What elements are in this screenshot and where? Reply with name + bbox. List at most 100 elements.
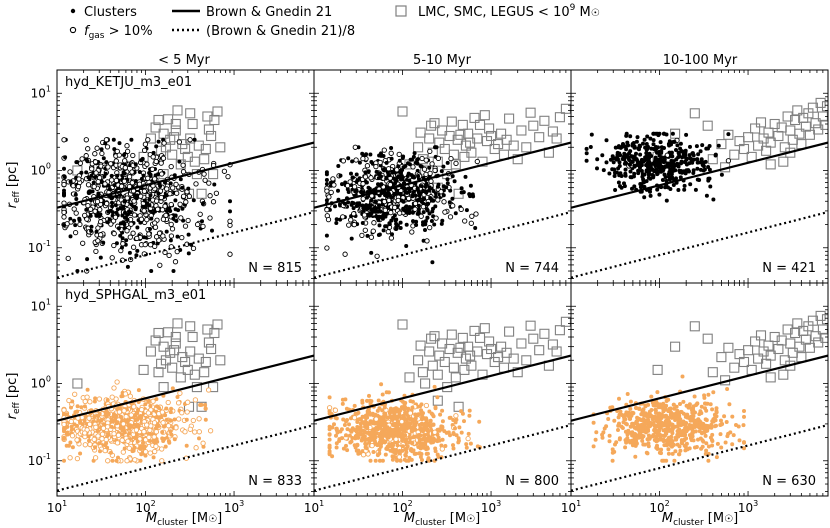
cluster-point (62, 411, 66, 416)
obs-square (512, 154, 523, 165)
cluster-point (344, 443, 348, 448)
cluster-gas-rich (85, 182, 92, 188)
cluster-point (417, 207, 421, 212)
cluster-point (75, 404, 80, 409)
cluster-point (172, 173, 177, 178)
cluster-point (114, 458, 119, 463)
cluster-point (383, 412, 388, 417)
cluster-gas-rich (458, 206, 464, 213)
cluster-gas-rich (387, 181, 393, 188)
obs-square (501, 134, 512, 145)
cluster-point (101, 422, 106, 427)
cluster-point (228, 209, 232, 214)
cluster-point (700, 444, 705, 449)
cluster-gas-rich (80, 240, 86, 246)
cluster-point (346, 190, 351, 194)
cluster-point (688, 182, 693, 187)
obs-square (439, 143, 450, 155)
cluster-gas-rich (111, 385, 117, 391)
cluster-point (364, 180, 369, 185)
obs-square (753, 140, 764, 151)
cluster-gas-rich (207, 428, 214, 434)
obs-square (158, 341, 169, 352)
cluster-gas-rich (61, 209, 67, 216)
obs-square (208, 382, 219, 393)
obs-square (169, 132, 180, 143)
cluster-gas-rich (98, 232, 104, 238)
obs-square (479, 323, 490, 334)
cluster-point (451, 443, 455, 448)
cluster-point (369, 250, 374, 255)
obs-square (413, 142, 424, 153)
cluster-point (742, 414, 746, 419)
cluster-point (374, 169, 379, 174)
cluster-point (687, 153, 692, 158)
cluster-point (623, 167, 628, 172)
cluster-point (112, 183, 117, 188)
cluster-point (172, 417, 177, 422)
cluster-point (78, 451, 83, 456)
cluster-point (403, 433, 408, 438)
obs-square (439, 356, 450, 368)
obs-square (472, 346, 483, 357)
cluster-point (648, 193, 653, 198)
cluster-gas-rich (82, 430, 88, 436)
cluster-gas-rich (324, 245, 330, 251)
cluster-point (354, 172, 359, 177)
cluster-point (464, 442, 469, 447)
obs-square (554, 112, 565, 123)
cluster-point (97, 441, 102, 446)
cluster-point (416, 174, 421, 179)
cluster-point (714, 455, 719, 460)
cluster-point (355, 178, 360, 183)
cluster-gas-rich (104, 200, 110, 207)
cluster-point (662, 172, 667, 177)
cluster-point (327, 424, 332, 429)
bg21-line (314, 141, 571, 209)
cluster-point (445, 160, 450, 165)
cluster-gas-rich (420, 204, 427, 210)
panel-0-2: N = 421 (570, 69, 829, 284)
cluster-point (402, 457, 407, 462)
cluster-point (408, 157, 413, 162)
obs-square (212, 106, 223, 117)
cluster-gas-rich (147, 450, 153, 456)
cluster-point (618, 409, 623, 414)
obs-square (508, 353, 519, 364)
cluster-point (382, 167, 387, 172)
cluster-gas-rich (85, 146, 91, 152)
cluster-gas-rich (360, 155, 366, 162)
cluster-point (711, 419, 716, 424)
cluster-point (107, 187, 112, 192)
cluster-point (88, 213, 93, 218)
cluster-point (409, 448, 413, 453)
cluster-point (623, 438, 628, 443)
cluster-point (369, 198, 374, 203)
cluster-point (440, 218, 445, 223)
cluster-gas-rich (351, 211, 357, 217)
cluster-point (648, 166, 653, 171)
cluster-point (198, 403, 203, 407)
cluster-point (441, 193, 446, 198)
cluster-point (103, 443, 108, 448)
cluster-point (616, 180, 621, 185)
cluster-gas-rich (180, 193, 187, 199)
cluster-point (377, 232, 382, 237)
obs-square (466, 360, 477, 371)
cluster-gas-rich (360, 181, 366, 187)
cluster-gas-rich (381, 198, 388, 205)
cluster-point (689, 157, 694, 162)
cluster-point (682, 187, 687, 192)
cluster-gas-rich (123, 413, 129, 420)
cluster-point (642, 195, 647, 200)
cluster-point (678, 146, 683, 151)
obs-square (72, 378, 83, 389)
obs-square (810, 118, 821, 129)
cluster-point (477, 419, 482, 424)
cluster-point (324, 198, 329, 203)
cluster-point (659, 150, 664, 155)
cluster-point (698, 167, 703, 172)
cluster-gas-rich (133, 427, 140, 433)
cluster-gas-rich (82, 442, 88, 448)
cluster-point (324, 182, 329, 186)
